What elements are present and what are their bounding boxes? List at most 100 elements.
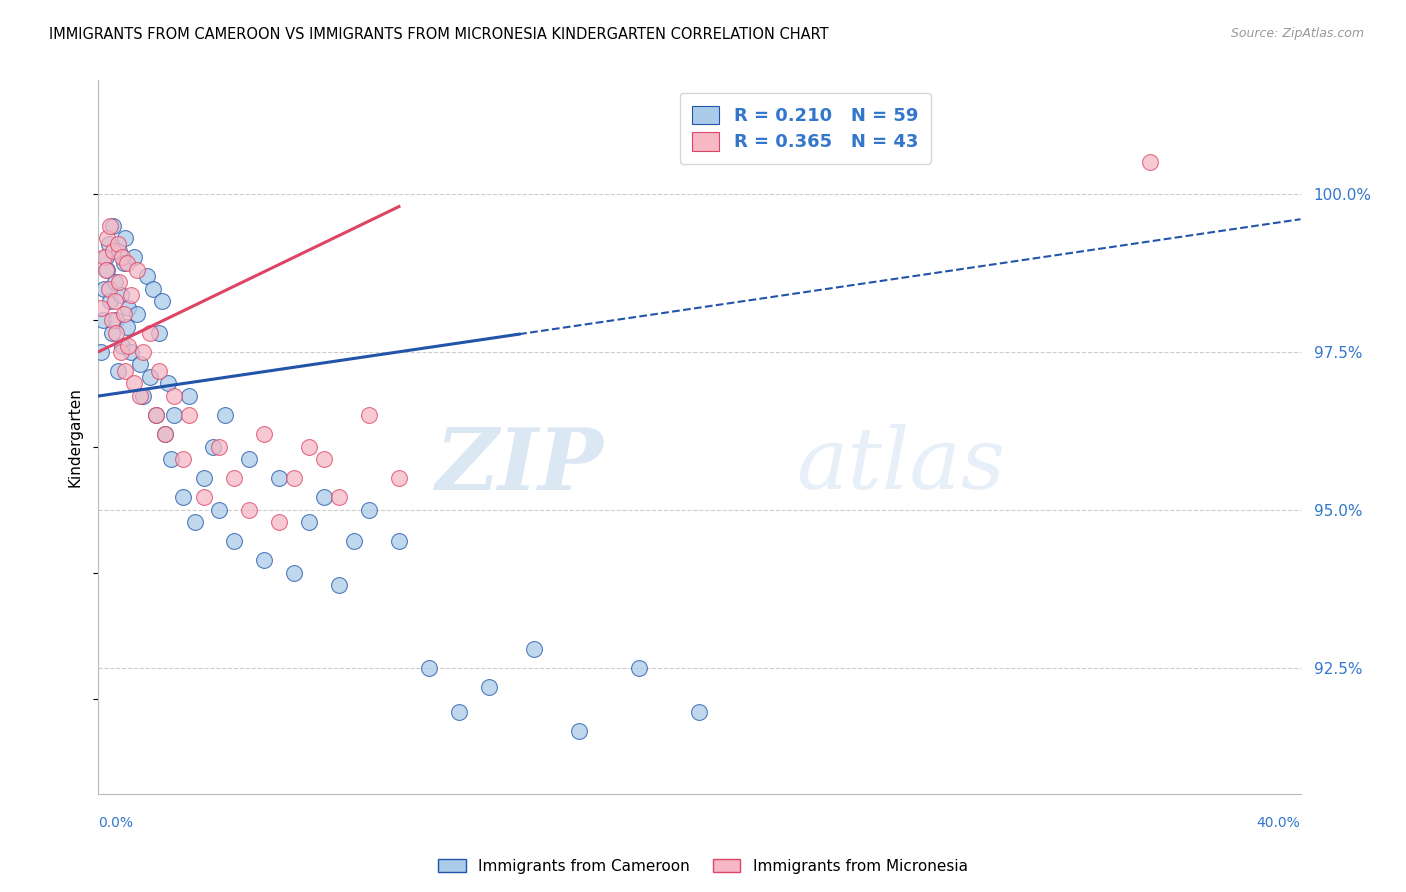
Point [148,364,170,378]
Point [108,244,131,258]
Point [93,282,115,296]
Point [177,389,200,403]
Point [105,326,128,340]
Text: ZIP: ZIP [436,424,603,508]
Point [114,364,136,378]
Point [97,237,120,252]
Point [156,376,179,391]
Point [129,389,152,403]
Text: 40.0%: 40.0% [1257,816,1301,830]
Point [214,408,236,422]
Point [153,426,176,441]
Point [388,471,411,485]
Point [193,490,215,504]
Point [103,244,125,258]
Point [267,471,290,485]
Point [148,326,170,340]
Point [447,705,470,719]
Point [101,326,124,340]
Y-axis label: Kindergarten: Kindergarten [67,387,83,487]
Point [108,276,131,290]
Point [145,408,167,422]
Point [159,452,181,467]
Point [298,516,321,530]
Point [153,426,176,441]
Point [418,660,440,674]
Text: atlas: atlas [796,425,1005,507]
Point [117,338,139,352]
Point [100,294,122,309]
Point [121,344,143,359]
Point [328,490,350,504]
Point [172,452,194,467]
Point [478,680,501,694]
Point [328,578,350,592]
Point [283,566,305,580]
Point [162,389,184,403]
Point [91,313,114,327]
Point [121,288,143,302]
Point [104,294,127,309]
Point [238,502,260,516]
Point [124,376,146,391]
Point [222,471,245,485]
Point [117,301,139,315]
Point [110,288,132,302]
Point [141,282,163,296]
Point [150,294,173,309]
Text: IMMIGRANTS FROM CAMEROON VS IMMIGRANTS FROM MICRONESIA KINDERGARTEN CORRELATION : IMMIGRANTS FROM CAMEROON VS IMMIGRANTS F… [49,27,828,42]
Point [96,262,118,277]
Point [94,262,117,277]
Point [107,237,129,252]
Point [138,326,160,340]
Point [177,408,200,422]
Point [312,490,335,504]
Point [132,344,155,359]
Point [312,452,335,467]
Point [238,452,260,467]
Point [107,364,129,378]
Point [145,408,167,422]
Point [357,408,380,422]
Point [127,262,149,277]
Point [93,250,115,264]
Text: 0.0%: 0.0% [98,816,134,830]
Point [97,282,120,296]
Point [90,301,112,315]
Point [201,440,224,454]
Point [104,276,127,290]
Point [138,370,160,384]
Point [172,490,194,504]
Point [253,426,276,441]
Point [222,534,245,549]
Point [105,313,128,327]
Point [112,256,135,270]
Point [112,307,135,321]
Point [568,723,591,738]
Point [183,516,205,530]
Point [96,231,118,245]
Point [111,250,134,264]
Point [90,344,112,359]
Point [357,502,380,516]
Point [193,471,215,485]
Point [343,534,366,549]
Point [388,534,411,549]
Point [208,440,231,454]
Point [298,440,321,454]
Point [110,344,132,359]
Point [103,219,125,233]
Point [1139,155,1161,169]
Point [111,338,134,352]
Point [115,256,138,270]
Point [127,307,149,321]
Point [124,250,146,264]
Point [132,389,155,403]
Point [129,358,152,372]
Point [283,471,305,485]
Point [115,319,138,334]
Point [94,250,117,264]
Legend: Immigrants from Cameroon, Immigrants from Micronesia: Immigrants from Cameroon, Immigrants fro… [432,853,974,880]
Point [208,502,231,516]
Point [628,660,651,674]
